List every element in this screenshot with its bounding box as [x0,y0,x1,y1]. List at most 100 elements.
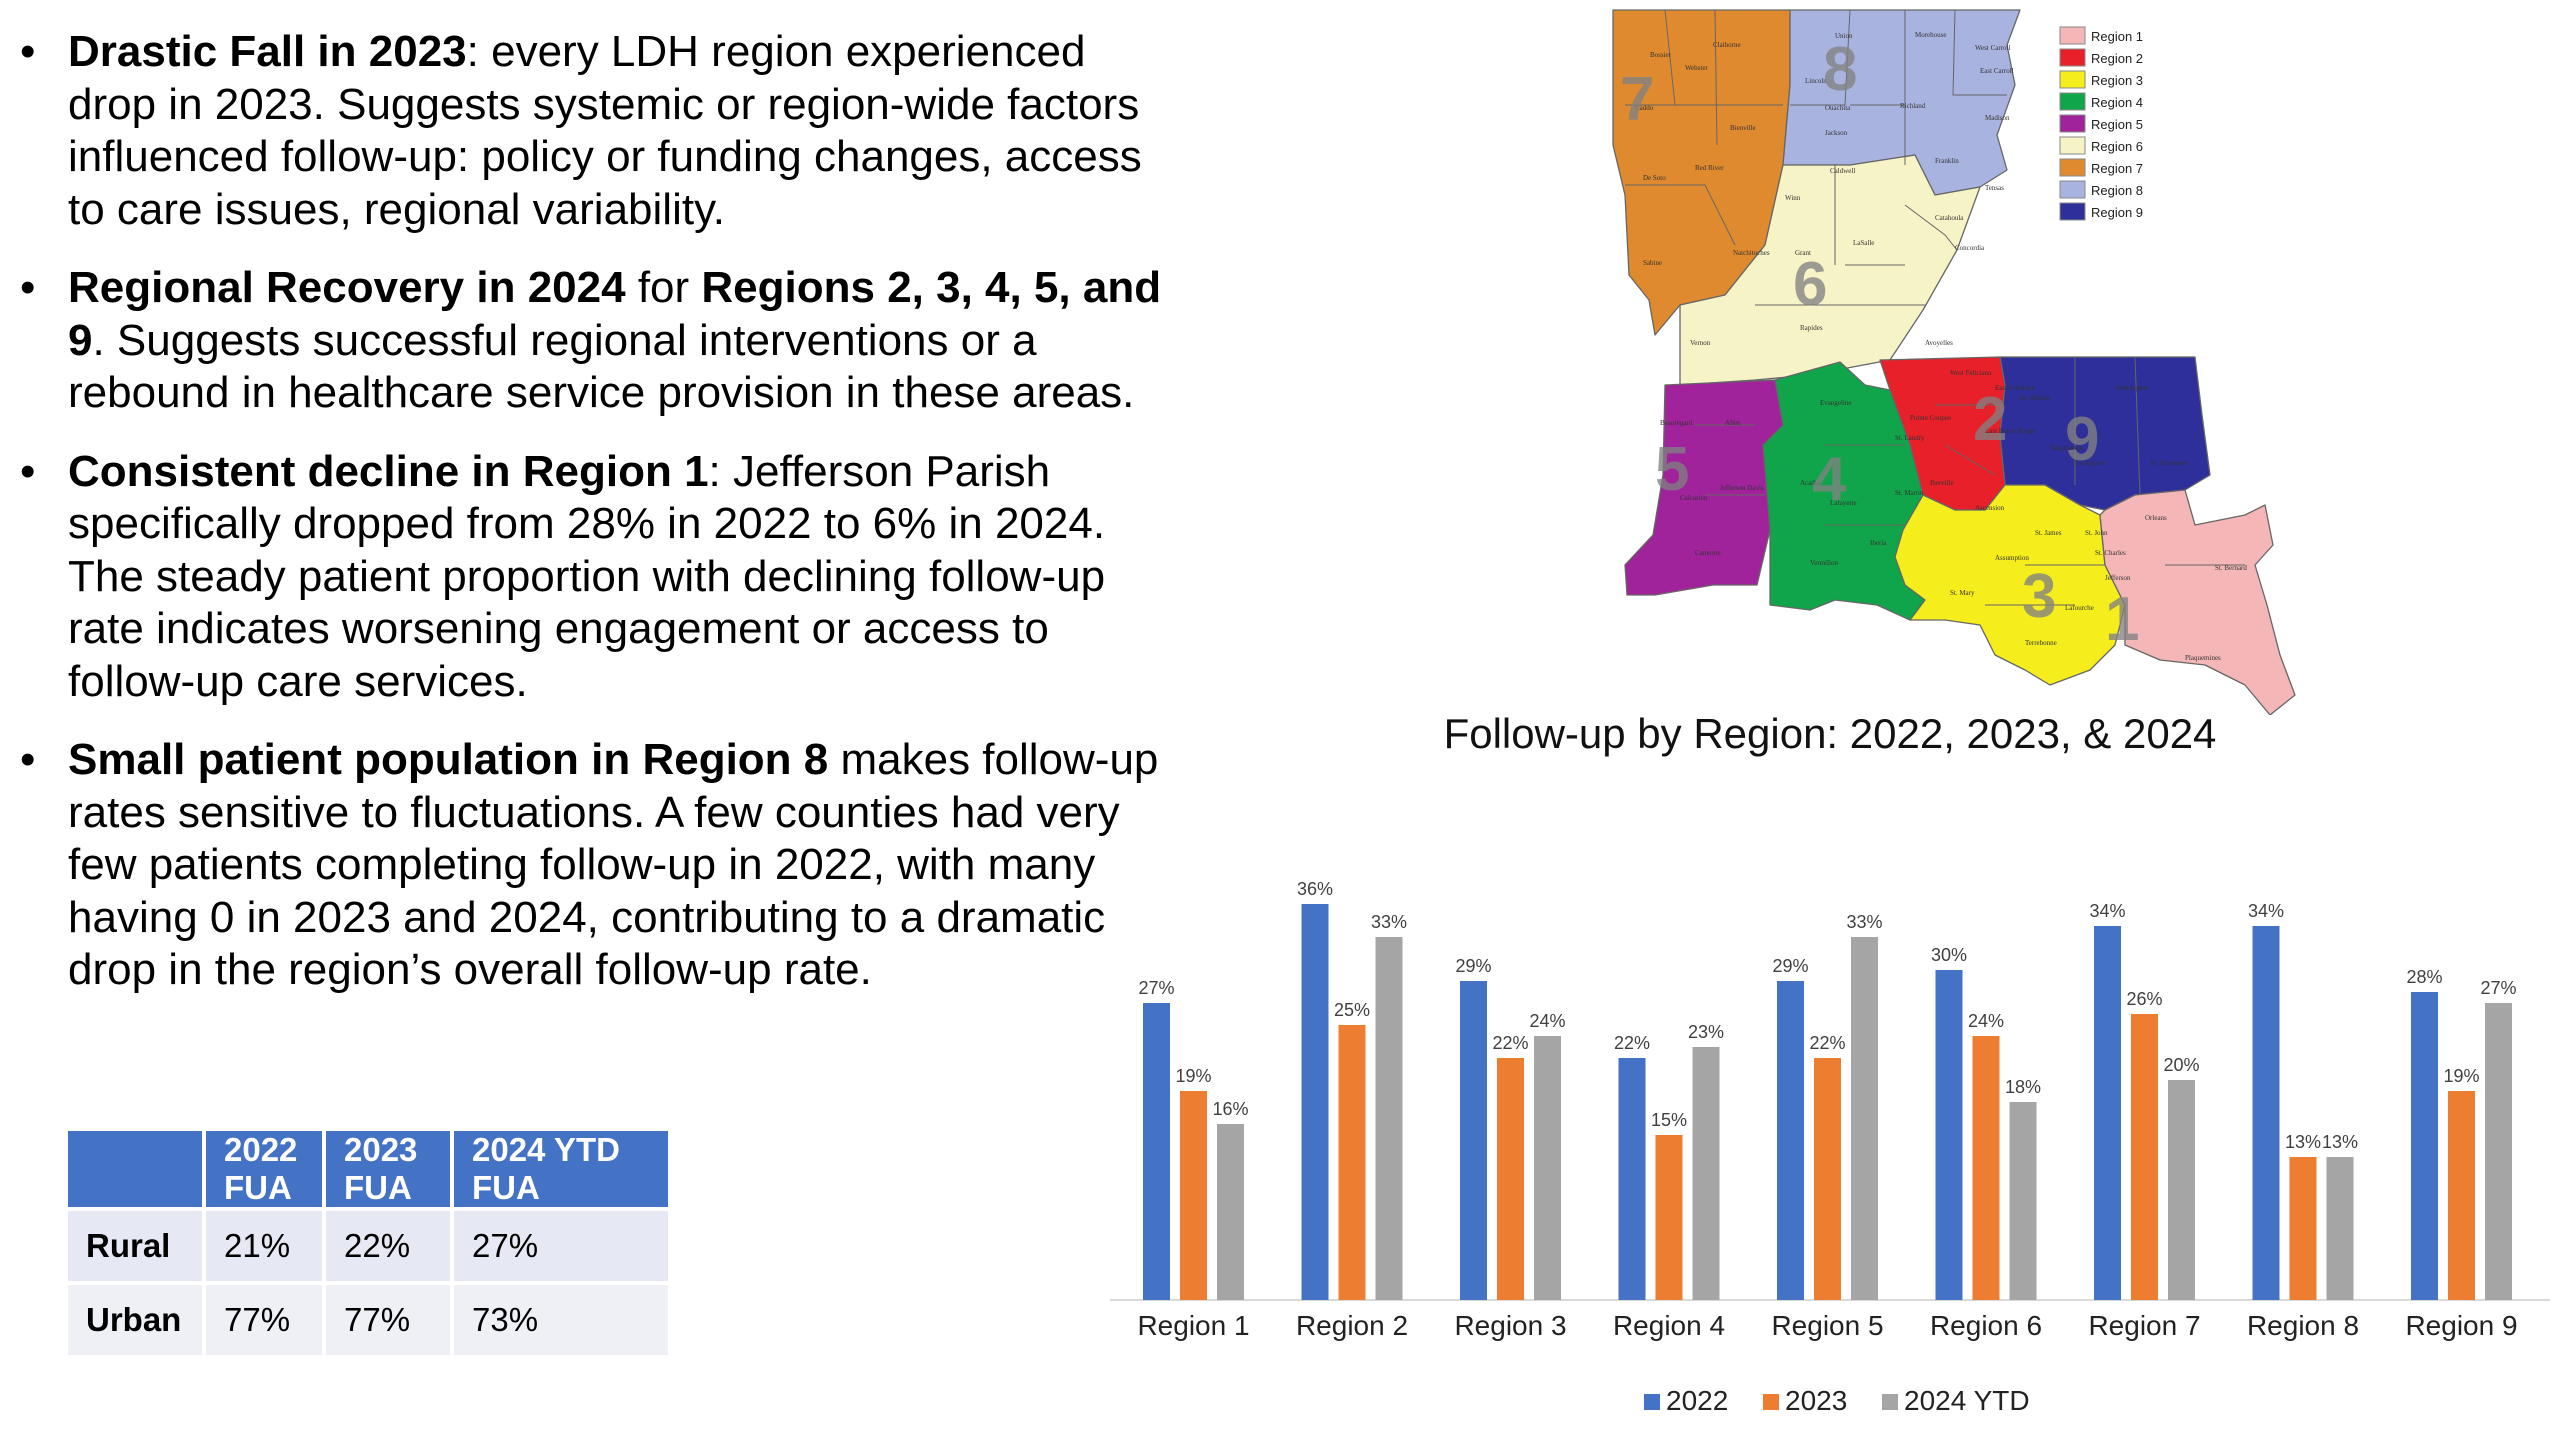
parish-label: Jackson [1825,129,1848,137]
map-legend-item: Region 8 [2059,180,2143,199]
parish-label: Catahoula [1935,214,1964,222]
chart-legend-label: 2023 [1785,1385,1847,1416]
parish-label: Iberia [1870,539,1887,547]
map-legend-label: Region 6 [2091,139,2143,154]
bar-2022 [1301,904,1329,1300]
bar-2023 [1497,1058,1524,1300]
map-region-number: 1 [2105,585,2139,654]
bar-2024-ytd [2009,1102,2037,1300]
map-legend-item: Region 3 [2059,70,2143,89]
parish-label: Ascension [1975,504,2005,512]
bar-2023 [1655,1135,1683,1300]
category-label: Region 7 [2088,1310,2200,1341]
parish-label: St. Helena [2020,394,2050,402]
bullet-dot: • [20,27,36,76]
bar-data-label: 19% [1175,1066,1211,1086]
bar-data-label: 27% [1138,978,1174,998]
bullet-text: makes follow-up rates sensitive to fluct… [68,735,1159,994]
bar-2022 [2252,926,2280,1300]
map-legend-label: Region 4 [2091,95,2143,110]
table-row: Urban 77% 77% 73% [68,1285,668,1355]
bar-2023 [1180,1091,1207,1300]
parish-label: Plaquemines [2185,654,2221,662]
chart-legend-item: 2022 [1644,1385,1728,1416]
map-legend-item: Region 1 [2059,26,2143,45]
parish-label: Cameron [1695,549,1721,557]
parish-label: Tangipahoa [2050,444,2083,452]
bar-2024-ytd [2326,1157,2354,1300]
parish-label: Rapides [1800,324,1823,332]
chart-legend-label: 2022 [1666,1385,1728,1416]
parish-label: Jefferson Davis [1720,484,1764,492]
chart-legend-item: 2023 [1763,1385,1847,1416]
parish-label: Beauregard [1660,419,1693,427]
chart-legend-label: 2024 YTD [1904,1385,2030,1416]
table-cell: 77% [326,1285,450,1355]
parish-label: De Soto [1643,174,1666,182]
parish-label: Bossier [1650,51,1672,59]
category-label: Region 8 [2247,1310,2359,1341]
table-header-corner [68,1131,202,1207]
parish-label: St. John [2085,529,2108,537]
category-label: Region 1 [1137,1310,1249,1341]
bullet-dot: • [20,263,36,312]
map-legend-item: Region 2 [2059,48,2143,67]
bar-data-label: 33% [1371,912,1407,932]
bullet-item: • Drastic Fall in 2023: every LDH region … [20,26,1170,236]
parish-label: Union [1835,32,1853,40]
map-legend-item: Region 4 [2059,92,2143,111]
parish-label: Lincoln [1805,77,1827,85]
bar-2022 [1935,970,1963,1300]
parish-label: St. Landry [1895,434,1925,442]
parish-label: LaSalle [1853,239,1874,247]
parish-label: Claiborne [1713,41,1741,49]
bar-data-label: 19% [2443,1066,2479,1086]
parish-label: Livingston [2075,459,2106,467]
table-row-label: Urban [68,1285,202,1355]
parish-label: East Carroll [1980,67,2014,75]
bar-data-label: 13% [2322,1132,2358,1152]
fua-table: 2022 FUA 2023 FUA 2024 YTD FUA Rural 21%… [64,1127,672,1359]
parish-label: Washington [2115,384,2149,392]
map-svg: Bossier Claiborne Union Morehouse West Carro… [1612,9,2296,716]
bullet-emphasis: Drastic Fall in 2023 [68,27,467,76]
parish-label: Ouachita [1825,104,1851,112]
parish-label: West Feliciana [1950,369,1992,377]
map-legend-item: Region 9 [2059,202,2143,221]
bar-data-label: 34% [2248,901,2284,921]
bar-data-label: 18% [2005,1077,2041,1097]
table-cell: 21% [206,1211,322,1281]
map-legend-swatch [2059,202,2086,221]
bar-2024-ytd [1534,1036,1561,1300]
map-legend-label: Region 5 [2091,117,2143,132]
map-legend-swatch [2059,114,2086,133]
table-header-row: 2022 FUA 2023 FUA 2024 YTD FUA [68,1131,668,1207]
bullet-list: • Drastic Fall in 2023: every LDH region … [20,26,1170,1023]
parish-label: Acadia [1800,479,1821,487]
parish-label: Caldwell [1830,167,1855,175]
map-legend-label: Region 8 [2091,183,2143,198]
bar-data-label: 22% [1614,1033,1650,1053]
parish-label: Pointe Coupee [1910,414,1951,422]
bar-2024-ytd [2168,1080,2195,1300]
parish-label: Bienville [1730,124,1756,132]
parish-label: Tensas [1985,184,2004,192]
bar-2023 [2289,1157,2317,1300]
table-header-2022: 2022 FUA [206,1131,322,1207]
map-region-number: 9 [2065,405,2099,474]
parish-label: Webster [1685,64,1708,72]
bar-chart: 27%19%16%36%25%33%29%22%24%22%15%23%29%2… [1110,879,2550,1416]
table-header-2024: 2024 YTD FUA [454,1131,668,1207]
chart-title: Follow-up by Region: 2022, 2023, & 2024 [1443,710,2217,757]
bullet-emphasis: Regional Recovery in 2024 [68,263,626,312]
bullet-item: • Consistent decline in Region 1: Jeffers… [20,446,1170,709]
bar-data-label: 15% [1651,1110,1687,1130]
chart-legend-swatch [1644,1394,1660,1410]
parish-label: Evangeline [1820,399,1852,407]
bullet-emphasis: Regions 2, 3, 4, 5, and 9 [68,263,1162,365]
category-label: Region 2 [1296,1310,1408,1341]
bar-2023 [1814,1058,1841,1300]
category-label: Region 3 [1454,1310,1566,1341]
bar-2023 [2448,1091,2475,1300]
map-region-number: 7 [1620,65,1654,134]
